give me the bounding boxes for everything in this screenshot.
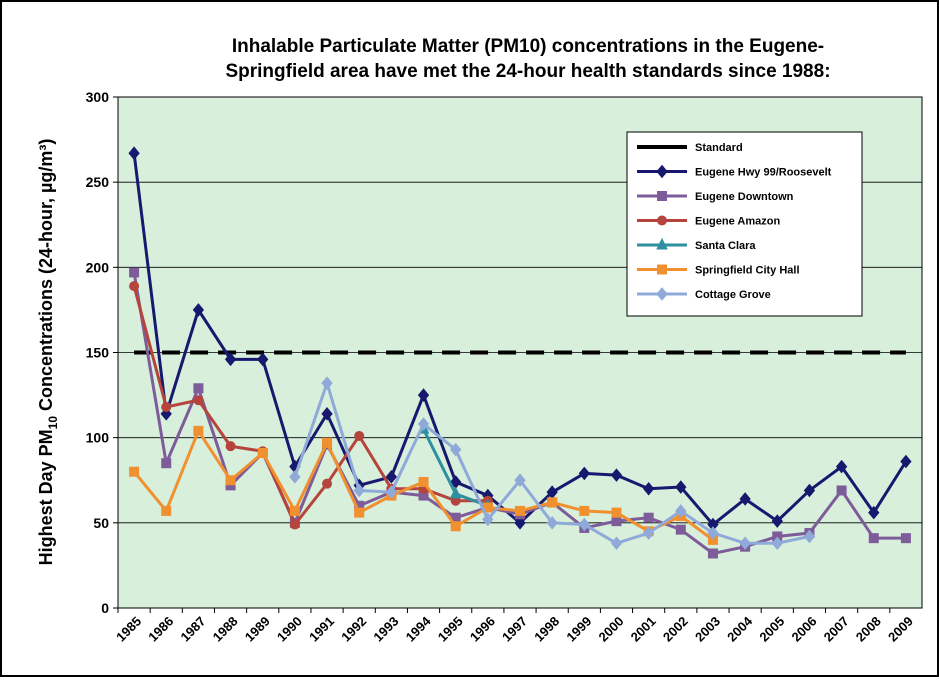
marker bbox=[417, 388, 430, 402]
marker bbox=[611, 507, 622, 518]
marker bbox=[321, 407, 333, 421]
marker bbox=[707, 548, 718, 559]
y-label-part: Concentrations (24-hour, µg/m³) bbox=[36, 139, 56, 416]
marker bbox=[675, 524, 686, 535]
marker bbox=[547, 497, 558, 508]
y-axis-label: Highest Day PM10 Concentrations (24-hour… bbox=[36, 139, 60, 566]
marker bbox=[225, 475, 236, 486]
y-tick-label: 200 bbox=[86, 259, 110, 275]
marker bbox=[418, 476, 429, 487]
marker bbox=[803, 483, 816, 498]
marker bbox=[803, 529, 816, 544]
marker bbox=[610, 536, 623, 551]
legend-label: Cottage Grove bbox=[695, 289, 771, 301]
marker bbox=[129, 267, 140, 278]
y-tick-label: 50 bbox=[93, 515, 109, 531]
marker bbox=[289, 519, 300, 530]
y-label-sub: 10 bbox=[46, 416, 60, 430]
legend-label: Standard bbox=[695, 142, 743, 154]
marker bbox=[322, 478, 333, 489]
marker bbox=[610, 468, 623, 482]
marker bbox=[354, 430, 365, 441]
marker bbox=[578, 466, 590, 481]
marker bbox=[385, 470, 398, 484]
marker bbox=[224, 352, 237, 367]
marker bbox=[161, 505, 172, 516]
marker bbox=[656, 237, 668, 250]
marker bbox=[257, 352, 269, 367]
y-tick-label: 150 bbox=[86, 345, 110, 361]
marker bbox=[836, 485, 847, 496]
marker bbox=[656, 287, 668, 301]
marker bbox=[129, 281, 140, 292]
marker bbox=[193, 383, 204, 394]
marker bbox=[835, 459, 848, 474]
marker bbox=[193, 425, 204, 436]
marker bbox=[707, 526, 719, 540]
marker bbox=[868, 533, 879, 544]
marker bbox=[643, 512, 654, 523]
marker bbox=[515, 505, 525, 516]
y-label-part: Highest Day PM bbox=[36, 429, 56, 565]
marker bbox=[482, 512, 494, 527]
marker bbox=[771, 536, 783, 551]
marker bbox=[129, 466, 140, 477]
legend-label: Eugene Hwy 99/Roosevelt bbox=[695, 167, 832, 179]
marker bbox=[322, 437, 333, 448]
marker bbox=[161, 458, 172, 469]
y-tick-label: 300 bbox=[86, 89, 110, 105]
marker bbox=[450, 442, 462, 457]
marker bbox=[657, 191, 667, 201]
marker bbox=[546, 516, 558, 530]
marker bbox=[656, 164, 668, 179]
marker bbox=[900, 454, 912, 469]
marker bbox=[579, 505, 590, 516]
legend-label: Springfield City Hall bbox=[695, 265, 800, 277]
marker bbox=[289, 470, 301, 484]
marker bbox=[128, 146, 140, 160]
marker bbox=[642, 481, 655, 496]
marker bbox=[611, 516, 622, 527]
marker bbox=[161, 402, 172, 413]
marker bbox=[193, 395, 204, 406]
y-tick-label: 250 bbox=[86, 174, 110, 190]
marker bbox=[657, 215, 667, 226]
legend-label: Eugene Amazon bbox=[695, 216, 780, 228]
legend: Standard Eugene Hwy 99/Roosevelt Eugene Do… bbox=[626, 131, 863, 317]
marker bbox=[257, 447, 268, 458]
marker bbox=[225, 441, 236, 452]
marker bbox=[675, 504, 687, 518]
y-tick-label: 0 bbox=[101, 600, 109, 616]
marker bbox=[514, 516, 526, 530]
marker bbox=[900, 533, 911, 544]
marker bbox=[642, 526, 655, 540]
marker bbox=[675, 480, 687, 494]
marker bbox=[289, 505, 300, 516]
legend-label: Eugene Downtown bbox=[695, 191, 794, 203]
marker bbox=[449, 486, 462, 499]
marker bbox=[657, 264, 667, 275]
marker bbox=[868, 505, 880, 520]
marker bbox=[739, 492, 751, 506]
marker bbox=[354, 507, 365, 518]
marker bbox=[578, 517, 590, 532]
marker bbox=[514, 473, 526, 488]
chart-title: Inhalable Particulate Matter (PM10) conc… bbox=[232, 36, 824, 57]
marker bbox=[739, 536, 751, 551]
chart-title: Springfield area have met the 24-hour he… bbox=[225, 61, 830, 82]
marker bbox=[353, 483, 365, 498]
legend-box bbox=[626, 131, 863, 317]
marker bbox=[450, 521, 461, 532]
marker bbox=[321, 376, 333, 390]
marker bbox=[417, 417, 430, 431]
marker bbox=[385, 485, 398, 499]
marker bbox=[192, 303, 205, 317]
y-tick-label: 100 bbox=[86, 430, 110, 446]
legend-label: Santa Clara bbox=[695, 240, 756, 252]
marker bbox=[771, 514, 783, 528]
